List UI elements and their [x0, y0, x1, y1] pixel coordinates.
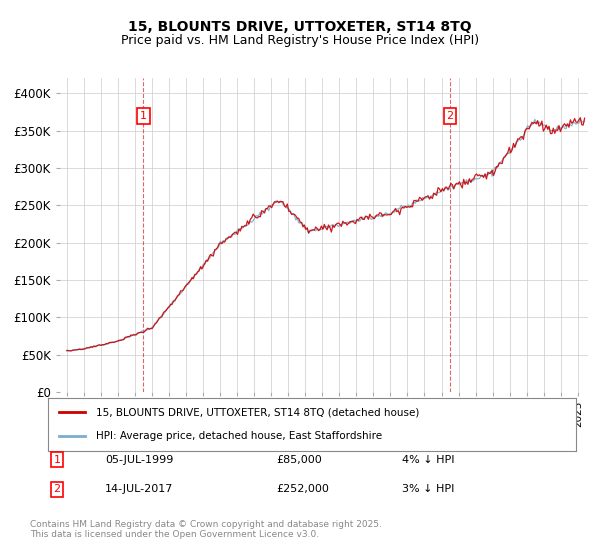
Text: 15, BLOUNTS DRIVE, UTTOXETER, ST14 8TQ: 15, BLOUNTS DRIVE, UTTOXETER, ST14 8TQ: [128, 20, 472, 34]
Text: Contains HM Land Registry data © Crown copyright and database right 2025.
This d: Contains HM Land Registry data © Crown c…: [30, 520, 382, 539]
Text: 2: 2: [53, 484, 61, 494]
Text: 3% ↓ HPI: 3% ↓ HPI: [402, 484, 454, 494]
Text: 1: 1: [53, 455, 61, 465]
Text: 2: 2: [446, 111, 454, 121]
Text: £252,000: £252,000: [276, 484, 329, 494]
Text: Price paid vs. HM Land Registry's House Price Index (HPI): Price paid vs. HM Land Registry's House …: [121, 34, 479, 46]
Text: 15, BLOUNTS DRIVE, UTTOXETER, ST14 8TQ (detached house): 15, BLOUNTS DRIVE, UTTOXETER, ST14 8TQ (…: [95, 408, 419, 418]
Text: 1: 1: [140, 111, 147, 121]
Text: HPI: Average price, detached house, East Staffordshire: HPI: Average price, detached house, East…: [95, 431, 382, 441]
Text: 4% ↓ HPI: 4% ↓ HPI: [402, 455, 455, 465]
Text: £85,000: £85,000: [276, 455, 322, 465]
Text: 14-JUL-2017: 14-JUL-2017: [105, 484, 173, 494]
Text: 05-JUL-1999: 05-JUL-1999: [105, 455, 173, 465]
